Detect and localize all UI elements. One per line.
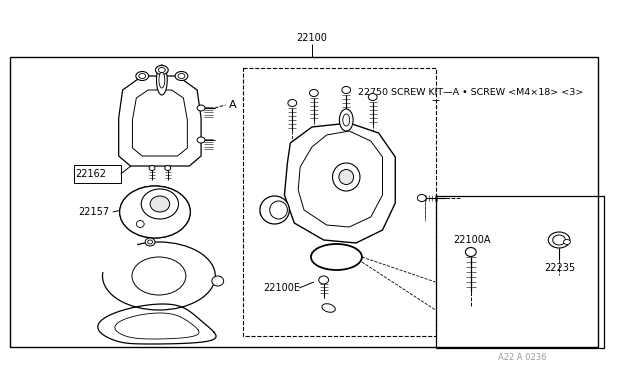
Ellipse shape (178, 74, 185, 78)
Bar (102, 241, 136, 271)
Text: 22162: 22162 (76, 169, 106, 179)
Bar (243, 68, 435, 336)
Ellipse shape (102, 242, 215, 310)
Text: A22 A 0236: A22 A 0236 (499, 353, 547, 362)
Ellipse shape (136, 71, 148, 80)
Polygon shape (98, 304, 216, 344)
Ellipse shape (339, 170, 353, 185)
Ellipse shape (149, 166, 155, 170)
Ellipse shape (156, 65, 168, 74)
Ellipse shape (339, 109, 353, 131)
Ellipse shape (342, 87, 351, 93)
Ellipse shape (145, 238, 155, 246)
Text: A: A (228, 100, 236, 110)
Ellipse shape (136, 221, 144, 228)
Ellipse shape (175, 71, 188, 80)
Polygon shape (284, 123, 396, 243)
Ellipse shape (417, 195, 426, 202)
Ellipse shape (159, 72, 164, 88)
Text: 22100: 22100 (296, 33, 327, 43)
Ellipse shape (553, 235, 566, 245)
Bar (435, 196, 604, 348)
Ellipse shape (164, 166, 171, 170)
Ellipse shape (548, 232, 570, 248)
Ellipse shape (333, 163, 360, 191)
Text: 22157: 22157 (79, 207, 109, 217)
Ellipse shape (150, 196, 170, 212)
Text: 22750 SCREW KIT—A • SCREW <M4×18> <3>: 22750 SCREW KIT—A • SCREW <M4×18> <3> (358, 87, 584, 96)
Ellipse shape (322, 304, 335, 312)
Ellipse shape (368, 93, 377, 100)
Ellipse shape (343, 114, 349, 126)
Ellipse shape (288, 99, 297, 106)
Ellipse shape (139, 74, 146, 78)
Ellipse shape (260, 196, 289, 224)
Bar (10, 57, 598, 347)
Text: 22235: 22235 (545, 263, 575, 273)
Ellipse shape (148, 240, 152, 244)
Ellipse shape (197, 137, 205, 143)
Ellipse shape (141, 189, 179, 219)
Ellipse shape (269, 201, 287, 219)
Ellipse shape (465, 247, 476, 257)
Ellipse shape (156, 65, 167, 95)
Polygon shape (298, 131, 383, 227)
Ellipse shape (132, 257, 186, 295)
Ellipse shape (120, 186, 190, 238)
Bar (74, 165, 121, 183)
Ellipse shape (563, 240, 570, 244)
Text: 22100E: 22100E (263, 283, 300, 293)
Ellipse shape (310, 90, 318, 96)
Text: 22100A: 22100A (453, 235, 491, 245)
Ellipse shape (212, 276, 223, 286)
Ellipse shape (319, 276, 328, 284)
Ellipse shape (197, 105, 205, 111)
Polygon shape (132, 90, 188, 156)
Polygon shape (118, 76, 201, 166)
Ellipse shape (159, 67, 165, 73)
